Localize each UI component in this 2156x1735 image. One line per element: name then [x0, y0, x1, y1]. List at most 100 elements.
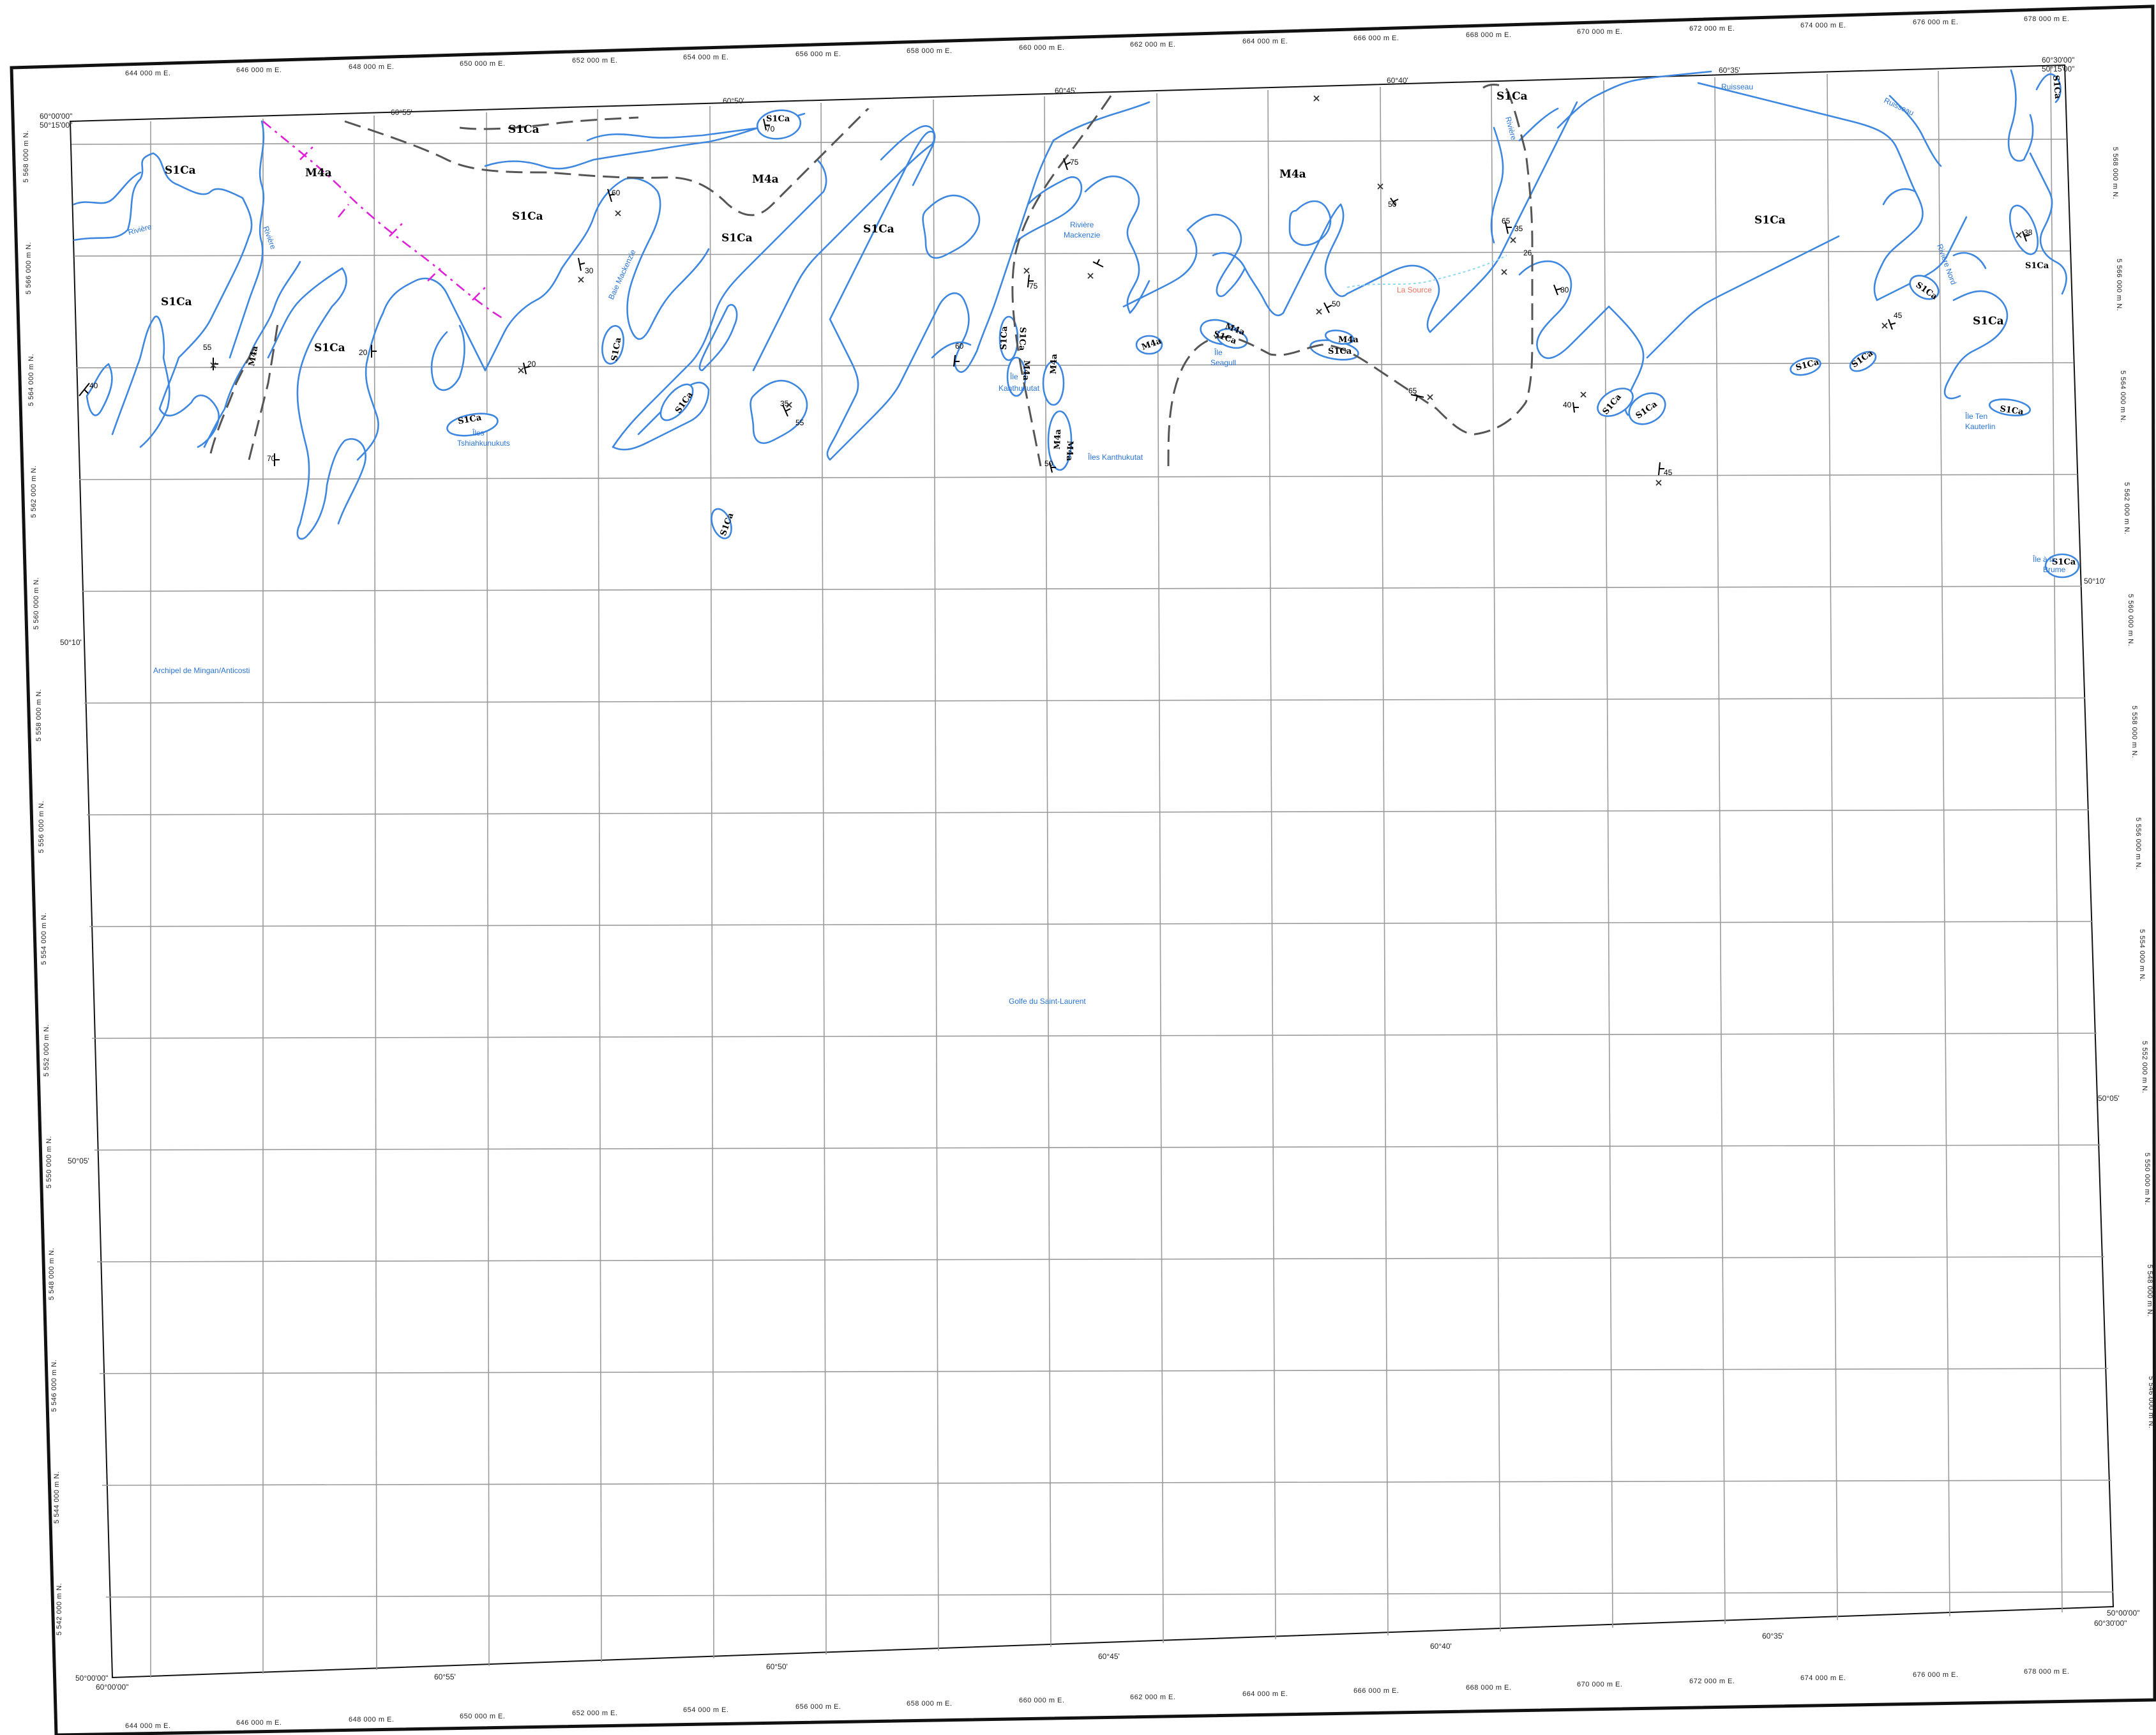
northing-label: 5 566 000 m N. [25, 242, 33, 294]
northing-label: 5 562 000 m N. [30, 466, 38, 518]
northing-label: 5 544 000 m N. [53, 1471, 61, 1524]
northing-label: 5 560 000 m N. [2127, 594, 2134, 646]
longitude-label: 60°45' [1098, 1652, 1120, 1661]
corner-label: 60°00'00" [96, 1683, 128, 1692]
easting-label: 670 000 m E. [1577, 28, 1622, 36]
latitude-label: 50°05' [2098, 1094, 2120, 1103]
unit-label: S1Ca [999, 326, 1009, 350]
unit-label: S1Ca [863, 223, 894, 236]
easting-label: 650 000 m E. [460, 60, 505, 68]
unit-label: S1Ca [1017, 327, 1027, 351]
left-northing-labels: 5 568 000 m N. 5 566 000 m N. 5 564 000 … [22, 130, 63, 1635]
place-label: Île Ten [1964, 411, 1987, 421]
easting-label: 654 000 m E. [683, 1706, 728, 1714]
easting-label: 652 000 m E. [572, 57, 617, 64]
dip-value: 50 [1388, 200, 1397, 209]
corner-label: 50°00'00" [2107, 1609, 2139, 1618]
northing-label: 5 558 000 m N. [35, 689, 43, 741]
place-label: Kanthukutat [999, 384, 1040, 393]
unit-label: S1Ca [610, 337, 623, 362]
dip-value: 35 [1514, 224, 1523, 233]
place-label: Rivière Nord [1935, 243, 1958, 285]
dip-value: 35 [780, 399, 789, 408]
dip-value: 60 [955, 342, 964, 351]
easting-label: 672 000 m E. [1689, 1678, 1735, 1685]
place-label: Île [1214, 347, 1223, 357]
unit-label: S1Ca [314, 342, 345, 354]
dip-value: 50 [1044, 459, 1053, 468]
easting-grid [150, 66, 2063, 1678]
easting-label: 662 000 m E. [1130, 41, 1175, 49]
unit-label: M4a [1279, 168, 1306, 181]
longitude-ticks: 60°55' 60°50' 60°45' 60°40' 60°35' 60°55… [60, 66, 2120, 1681]
latitude-label: 50°05' [68, 1156, 89, 1165]
easting-label: 678 000 m E. [2024, 15, 2069, 23]
unit-label: S1Ca [165, 164, 196, 177]
northing-label: 5 568 000 m N. [2111, 147, 2119, 199]
longitude-label: 60°55' [391, 108, 412, 117]
place-label: Rivière [261, 225, 278, 250]
easting-label: 644 000 m E. [125, 1722, 170, 1730]
unit-label: S1Ca [2052, 557, 2076, 567]
easting-label: 648 000 m E. [349, 1716, 394, 1724]
corner-label: 60°00'00" [40, 112, 72, 121]
easting-label: 674 000 m E. [1800, 22, 1846, 29]
unit-label: M4a [1338, 335, 1359, 345]
easting-label: 666 000 m E. [1353, 34, 1399, 42]
easting-label: 652 000 m E. [572, 1709, 617, 1717]
inner-frame [69, 64, 2115, 1679]
place-label: Golfe du Saint-Laurent [1009, 997, 1086, 1006]
outer-frame [10, 4, 2156, 1735]
dip-value: 40 [1563, 400, 1572, 409]
easting-label: 672 000 m E. [1689, 25, 1735, 33]
northing-label: 5 548 000 m N. [2146, 1264, 2153, 1317]
geological-contacts [209, 84, 1534, 467]
dip-value: 20 [359, 348, 368, 357]
unit-label: M4a [1053, 428, 1063, 450]
easting-label: 660 000 m E. [1019, 1697, 1064, 1704]
place-label: Rivière [1070, 220, 1094, 229]
longitude-label: 60°35' [1762, 1632, 1784, 1640]
unit-label: S1Ca [1328, 347, 1352, 356]
unit-label: S1Ca [766, 114, 790, 124]
geology-unit-labels: S1Ca S1Ca M4a S1Ca S1Ca S1Ca M4a S1Ca S1… [161, 75, 2076, 567]
northing-label: 5 556 000 m N. [2134, 817, 2142, 870]
fault-line [262, 121, 505, 321]
corner-label: 50°15'00" [2042, 64, 2074, 73]
place-names: Archipel de Mingan/Anticosti Golfe du Sa… [127, 82, 2066, 1006]
unit-label: S1Ca [1496, 90, 1528, 103]
corner-label: 50°00'00" [75, 1674, 108, 1683]
place-label: Îles [472, 428, 485, 437]
dip-value: 75 [1029, 282, 1038, 291]
easting-label: 658 000 m E. [907, 47, 952, 55]
dotted-stream [1346, 255, 1507, 288]
northing-label: 5 566 000 m N. [2115, 259, 2123, 311]
dip-value: 60 [612, 188, 621, 197]
easting-label: 668 000 m E. [1466, 31, 1511, 39]
easting-label: 676 000 m E. [1913, 1671, 1958, 1679]
easting-label: 646 000 m E. [236, 1719, 282, 1727]
dip-value: 80 [1560, 285, 1569, 294]
northing-label: 5 564 000 m N. [2119, 370, 2127, 423]
place-label: Tshiahkunukuts [457, 439, 510, 448]
easting-label: 670 000 m E. [1577, 1681, 1622, 1688]
dip-value: 55 [203, 343, 212, 352]
islands [446, 109, 2080, 579]
unit-label: M4a [247, 345, 260, 367]
northing-label: 5 562 000 m N. [2123, 482, 2130, 534]
unit-label: S1Ca [1999, 404, 2024, 417]
unit-label: M4a [305, 167, 332, 179]
unit-label: S1Ca [2051, 75, 2062, 100]
corner-label: 60°30'00" [2094, 1619, 2127, 1628]
place-label: Île [1009, 372, 1018, 381]
longitude-label: 60°35' [1719, 66, 1740, 75]
dip-value: 26 [1523, 248, 1532, 257]
northing-label: 5 546 000 m N. [2147, 1376, 2155, 1428]
unit-label: M4a [1049, 353, 1059, 374]
place-label: Ruisseau [1883, 96, 1915, 117]
northing-label: 5 568 000 m N. [22, 130, 30, 183]
easting-label: 668 000 m E. [1466, 1684, 1511, 1692]
easting-label: 664 000 m E. [1242, 38, 1288, 45]
easting-label: 666 000 m E. [1353, 1687, 1399, 1695]
